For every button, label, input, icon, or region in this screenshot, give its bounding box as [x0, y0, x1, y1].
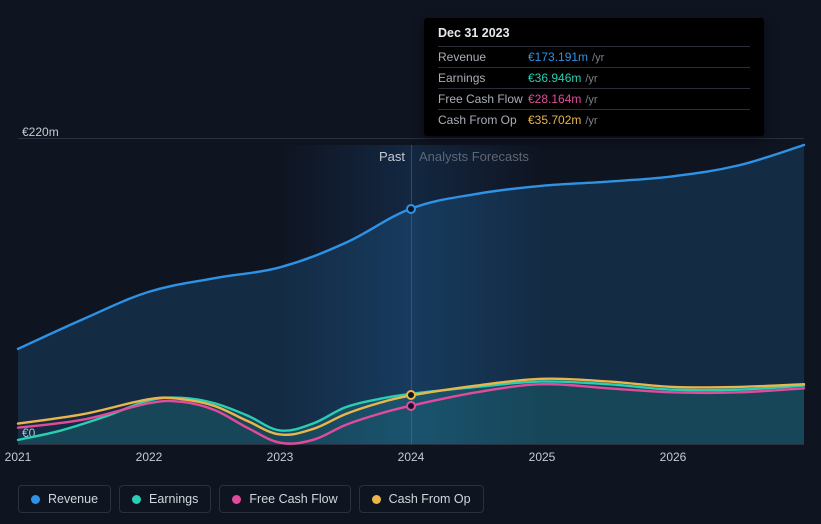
legend-label: Cash From Op — [389, 492, 471, 506]
marker-revenue — [406, 204, 416, 214]
tooltip-value: €36.946m — [528, 71, 581, 85]
tooltip-suffix: /yr — [585, 115, 597, 127]
legend-item-free_cash_flow[interactable]: Free Cash Flow — [219, 485, 350, 513]
tooltip-label: Cash From Op — [438, 113, 528, 127]
tooltip-suffix: /yr — [585, 94, 597, 106]
marker-cash_from_op — [406, 390, 416, 400]
tooltip-row-revenue: Revenue€173.191m/yr — [438, 46, 750, 67]
tooltip-row-free-cash-flow: Free Cash Flow€28.164m/yr — [438, 88, 750, 109]
tooltip-label: Earnings — [438, 71, 528, 85]
legend-item-revenue[interactable]: Revenue — [18, 485, 111, 513]
legend-swatch — [372, 495, 381, 504]
tooltip-value: €173.191m — [528, 50, 588, 64]
tooltip-suffix: /yr — [592, 52, 604, 64]
tooltip-value: €35.702m — [528, 113, 581, 127]
chart-legend: Revenue Earnings Free Cash Flow Cash From O… — [18, 485, 484, 513]
legend-swatch — [132, 495, 141, 504]
tooltip-suffix: /yr — [585, 73, 597, 85]
legend-item-earnings[interactable]: Earnings — [119, 485, 211, 513]
legend-label: Earnings — [149, 492, 198, 506]
chart-tooltip: Dec 31 2023 Revenue€173.191m/yrEarnings€… — [424, 18, 764, 136]
legend-item-cash_from_op[interactable]: Cash From Op — [359, 485, 484, 513]
tooltip-label: Free Cash Flow — [438, 92, 528, 106]
legend-swatch — [31, 495, 40, 504]
legend-swatch — [232, 495, 241, 504]
tooltip-date: Dec 31 2023 — [438, 26, 750, 46]
marker-free_cash_flow — [406, 401, 416, 411]
tooltip-label: Revenue — [438, 50, 528, 64]
legend-label: Revenue — [48, 492, 98, 506]
tooltip-value: €28.164m — [528, 92, 581, 106]
legend-label: Free Cash Flow — [249, 492, 337, 506]
tooltip-row-cash-from-op: Cash From Op€35.702m/yr — [438, 109, 750, 130]
tooltip-row-earnings: Earnings€36.946m/yr — [438, 67, 750, 88]
